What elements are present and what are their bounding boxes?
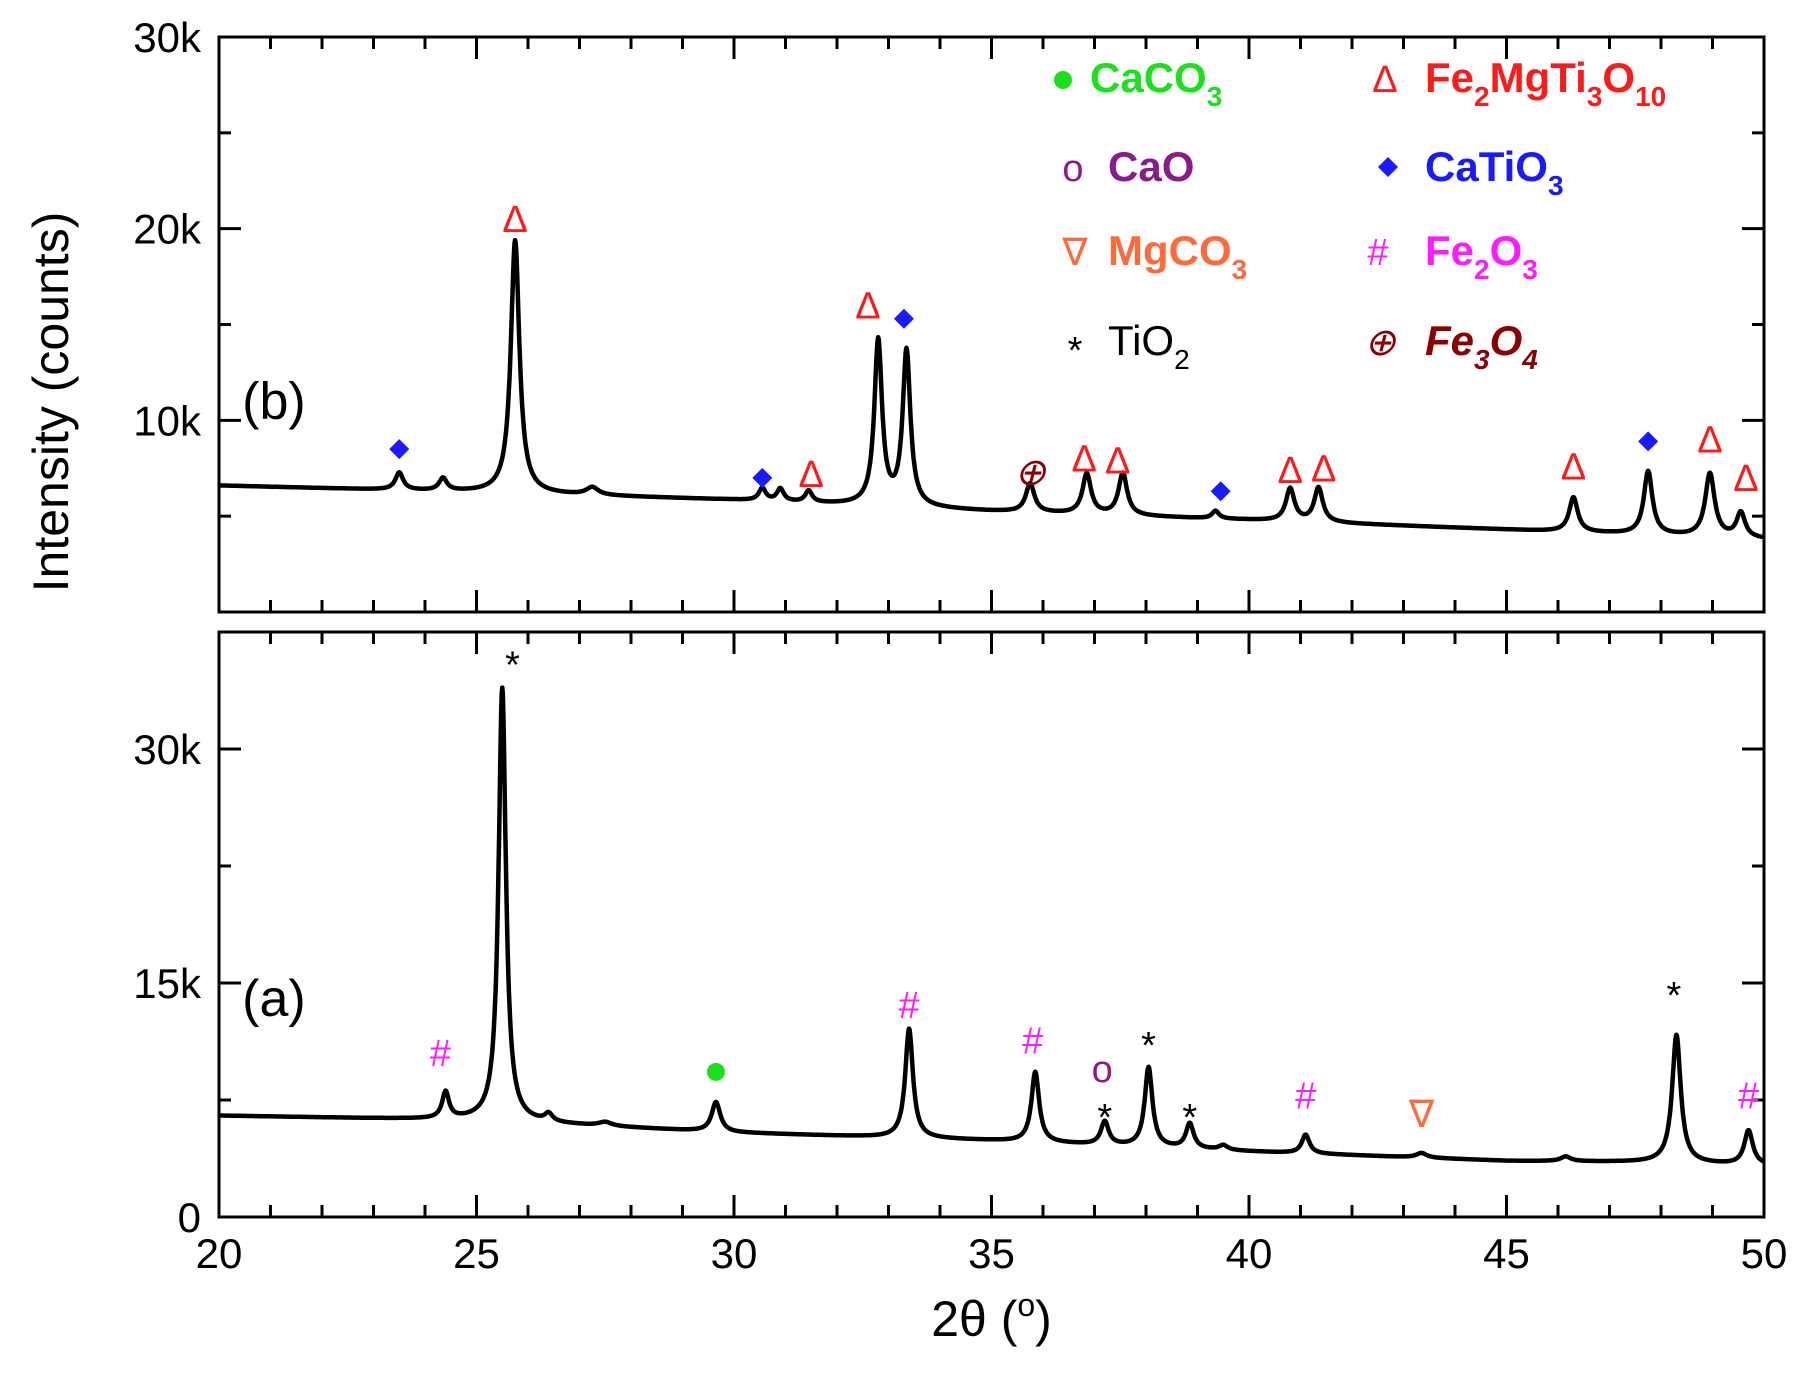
legend-symbol: * — [1068, 330, 1083, 372]
panel-label-b: (b) — [242, 372, 306, 430]
x-tick-label: 50 — [1741, 1230, 1788, 1277]
legend-entry-Fe2MgTi3O10: Δ Fe2MgTi3O10 — [1372, 54, 1666, 112]
axis-text: 10k 20k 30k (b) 0 15k 30k (a) 20 25 30 35 40 45 50 2θ (… — [23, 14, 1787, 1347]
marker-diamond — [1638, 431, 1659, 452]
marker-symbol: ∇ — [1408, 1094, 1435, 1136]
legend-entry-CaO: o CaO — [1062, 143, 1194, 190]
y-axis-title: Intensity (counts) — [23, 212, 79, 593]
legend-symbol: ∇ — [1061, 232, 1088, 274]
axis-ticks — [217, 35, 1766, 1219]
legend-label: MgCO3 — [1108, 227, 1247, 285]
marker-symbol: ⊕ — [1014, 452, 1047, 494]
legend-entry-TiO2: * TiO2 — [1068, 317, 1190, 375]
trace-a — [217, 685, 1766, 1164]
marker-symbol: # — [899, 985, 920, 1027]
legend-entry-MgCO3: ∇ MgCO3 — [1061, 227, 1247, 285]
marker-symbol: # — [1022, 1021, 1043, 1063]
legend-symbol: ⊕ — [1364, 322, 1397, 364]
y-tick-label-b: 30k — [133, 14, 202, 61]
legend-label: TiO2 — [1108, 317, 1190, 375]
x-tick-label: 40 — [1226, 1230, 1273, 1277]
marker-symbol: Δ — [502, 199, 527, 241]
legend-symbol-diamond — [1378, 157, 1398, 177]
legend-label: Fe3O4 — [1425, 317, 1538, 375]
x-tick-label: 45 — [1483, 1230, 1530, 1277]
legend-entry-Fe2O3: # Fe2O3 — [1367, 227, 1537, 285]
legend-symbol-dot — [1054, 71, 1072, 89]
legend-symbol: o — [1062, 148, 1083, 190]
x-tick-label: 25 — [453, 1230, 500, 1277]
legend-symbol: # — [1367, 232, 1388, 274]
phase-markers: ΔΔΔ⊕ Δ Δ Δ Δ ΔΔΔ#*##o***# ∇*# — [389, 199, 1759, 1139]
legend-entry-CaCO3: CaCO3 — [1054, 54, 1222, 112]
y-tick-label-b: 20k — [133, 206, 202, 253]
marker-symbol: * — [1097, 1097, 1112, 1139]
marker-diamond — [389, 439, 410, 460]
marker-diamond — [1210, 481, 1231, 502]
trace-b — [217, 237, 1766, 540]
marker-symbol: Δ — [1105, 441, 1130, 483]
marker-symbol: * — [1141, 1025, 1156, 1067]
legend-label: CaO — [1108, 143, 1194, 190]
marker-symbol: Δ — [1072, 439, 1097, 481]
y-tick-label-a: 0 — [178, 1194, 201, 1241]
y-tick-label-a: 30k — [133, 726, 202, 773]
legend-label: CaTiO3 — [1425, 143, 1564, 201]
legend-label: Fe2MgTi3O10 — [1425, 54, 1666, 112]
x-tick-label: 30 — [711, 1230, 758, 1277]
marker-symbol: # — [1738, 1075, 1759, 1117]
marker-symbol: * — [1666, 975, 1681, 1017]
x-tick-label: 35 — [968, 1230, 1015, 1277]
marker-symbol: # — [430, 1033, 451, 1075]
y-tick-label-b: 10k — [133, 397, 202, 444]
legend-label: Fe2O3 — [1425, 227, 1538, 285]
legend: CaCO3 Δ Fe2MgTi3O10 o CaO CaTiO3 ∇ MgCO3 # Fe2O3 *… — [1054, 54, 1666, 375]
diffraction-traces — [217, 237, 1766, 1164]
marker-diamond — [893, 308, 914, 329]
panel-a-frame — [217, 630, 1766, 1219]
marker-symbol: Δ — [1561, 446, 1586, 488]
x-tick-label: 20 — [196, 1230, 243, 1277]
marker-symbol: Δ — [1278, 450, 1303, 492]
marker-symbol: Δ — [1733, 458, 1758, 500]
legend-entry-CaTiO3: CaTiO3 — [1378, 143, 1564, 201]
legend-entry-Fe3O4: ⊕ Fe3O4 — [1364, 317, 1538, 375]
marker-diamond — [752, 467, 773, 488]
y-tick-label-a: 15k — [133, 960, 202, 1007]
panel-b-frame — [217, 35, 1766, 614]
marker-symbol: o — [1092, 1049, 1113, 1091]
marker-symbol: # — [1295, 1075, 1316, 1117]
marker-dot — [706, 1062, 725, 1081]
marker-symbol: * — [505, 644, 520, 686]
marker-symbol: Δ — [1697, 420, 1722, 462]
legend-symbol: Δ — [1372, 59, 1397, 101]
marker-symbol: Δ — [1311, 448, 1336, 490]
x-axis-title: 2θ (o) — [931, 1287, 1052, 1347]
panel-label-a: (a) — [242, 970, 306, 1028]
marker-symbol: Δ — [799, 454, 824, 496]
marker-symbol: * — [1182, 1097, 1197, 1139]
marker-symbol: Δ — [855, 285, 880, 327]
legend-label: CaCO3 — [1090, 54, 1222, 112]
